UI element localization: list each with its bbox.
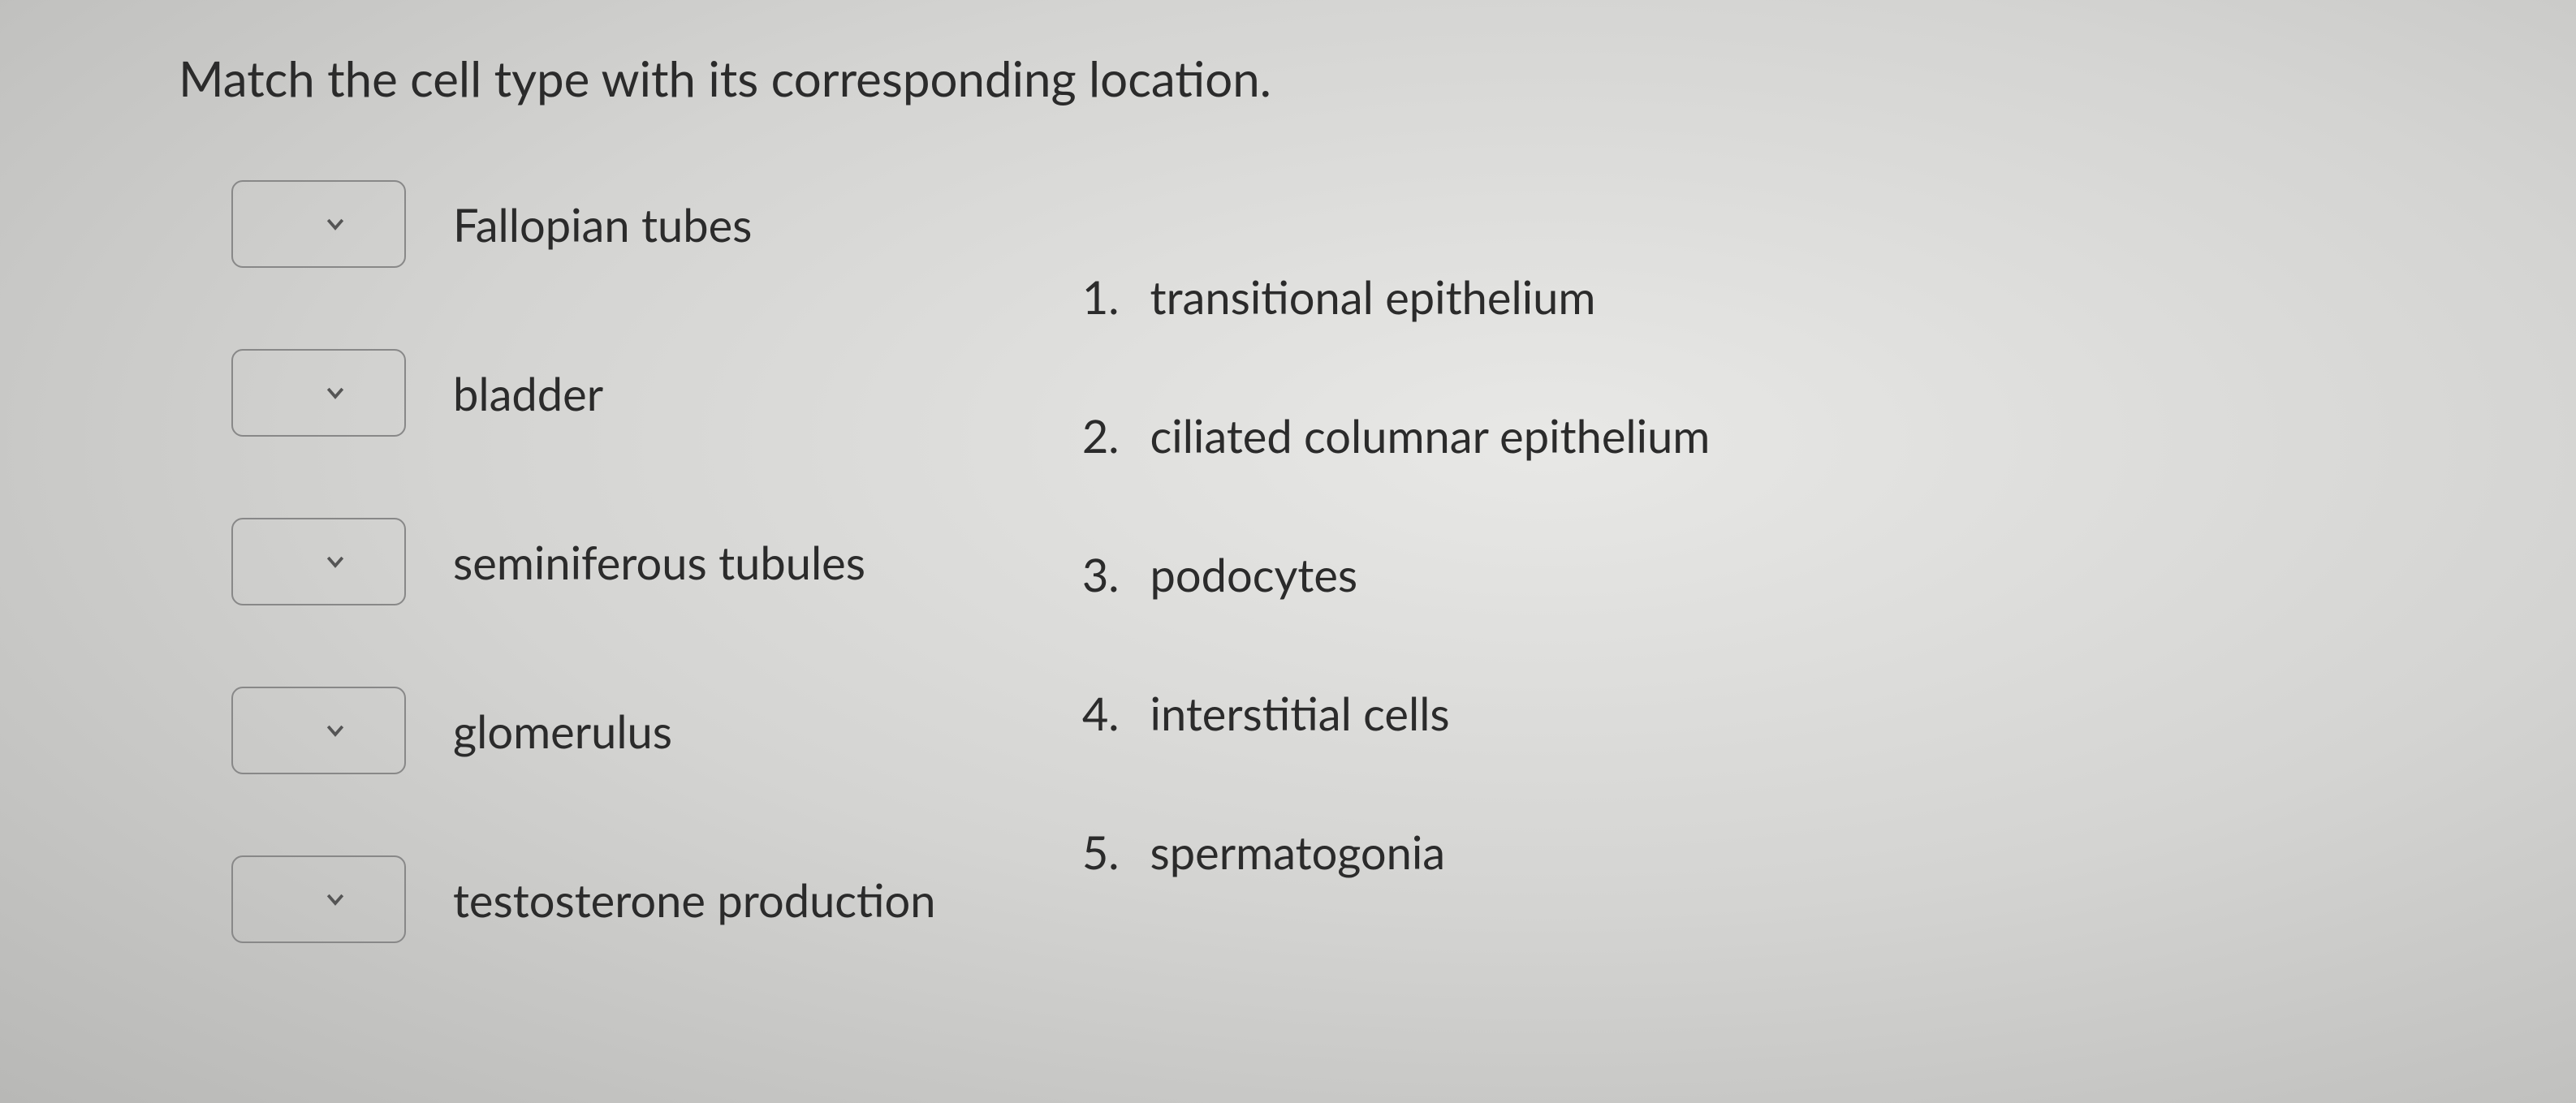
option-spermatogonia: 5. spermatogonia [1074,825,1711,879]
match-items-column: Fallopian tubes bladder seminiferous tub… [179,180,936,943]
option-number: 4. [1074,686,1120,740]
option-text: transitional epithelium [1150,269,1596,324]
match-label: bladder [453,366,603,420]
match-item-seminiferous-tubules: seminiferous tubules [231,518,936,605]
option-podocytes: 3. podocytes [1074,547,1711,601]
content-row: Fallopian tubes bladder seminiferous tub… [179,180,2397,943]
option-number: 3. [1074,547,1120,601]
option-text: spermatogonia [1150,825,1446,879]
match-label: testosterone production [453,872,936,927]
match-item-fallopian-tubes: Fallopian tubes [231,180,936,268]
match-item-bladder: bladder [231,349,936,437]
chevron-down-icon [323,549,347,574]
chevron-down-icon [323,212,347,236]
option-interstitial-cells: 4. interstitial cells [1074,686,1711,740]
option-text: ciliated columnar epithelium [1150,408,1711,463]
option-number: 2. [1074,408,1120,463]
chevron-down-icon [323,381,347,405]
chevron-down-icon [323,718,347,743]
dropdown-glomerulus[interactable] [231,687,406,774]
match-label: glomerulus [453,704,672,758]
dropdown-fallopian-tubes[interactable] [231,180,406,268]
option-number: 1. [1074,269,1120,324]
match-item-testosterone-production: testosterone production [231,855,936,943]
match-label: seminiferous tubules [453,535,865,589]
match-label: Fallopian tubes [453,197,752,252]
chevron-down-icon [323,887,347,911]
dropdown-bladder[interactable] [231,349,406,437]
option-text: podocytes [1150,547,1358,601]
option-number: 5. [1074,825,1120,879]
option-transitional-epithelium: 1. transitional epithelium [1074,269,1711,324]
dropdown-testosterone-production[interactable] [231,855,406,943]
options-column: 1. transitional epithelium 2. ciliated c… [1074,180,1711,943]
match-item-glomerulus: glomerulus [231,687,936,774]
dropdown-seminiferous-tubules[interactable] [231,518,406,605]
option-ciliated-columnar-epithelium: 2. ciliated columnar epithelium [1074,408,1711,463]
option-text: interstitial cells [1150,686,1450,740]
question-prompt: Match the cell type with its correspondi… [179,49,2397,107]
